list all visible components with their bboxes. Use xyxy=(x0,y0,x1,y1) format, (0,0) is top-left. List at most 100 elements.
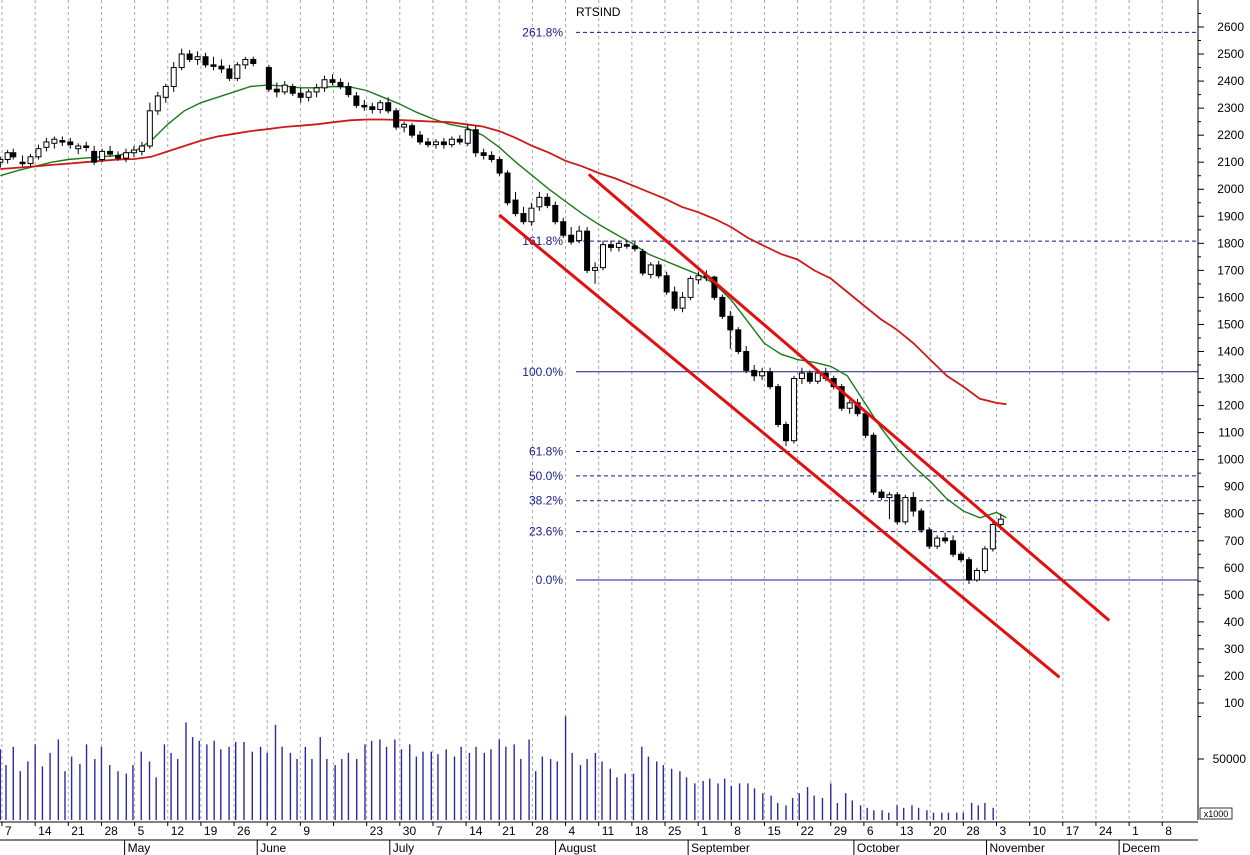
candle-body xyxy=(846,402,853,409)
candle-body xyxy=(679,296,686,309)
day-tick-label: 13 xyxy=(900,824,914,838)
candle-body xyxy=(417,134,424,143)
candle-body xyxy=(886,494,893,498)
price-tick-label: 100 xyxy=(1224,696,1244,710)
candle-body xyxy=(623,244,630,247)
candle-body xyxy=(902,496,909,523)
candle-body xyxy=(584,230,591,271)
candle-body xyxy=(345,85,352,96)
month-label: June xyxy=(260,841,286,855)
day-tick-label: 23 xyxy=(370,824,384,838)
day-tick-label: 1 xyxy=(701,824,708,838)
candle-body xyxy=(59,140,66,143)
price-tick-label: 2100 xyxy=(1217,155,1244,169)
day-tick-label: 28 xyxy=(104,824,118,838)
candle-body xyxy=(0,158,4,163)
day-tick-label: 9 xyxy=(303,824,310,838)
fib-level-label: 61.8% xyxy=(529,445,563,459)
day-tick-label: 29 xyxy=(834,824,848,838)
day-tick-label: 19 xyxy=(204,824,218,838)
price-tick-label: 1600 xyxy=(1217,290,1244,304)
candle-body xyxy=(202,56,209,66)
candle-body xyxy=(162,85,169,98)
candle-body xyxy=(83,145,90,148)
candle-body xyxy=(35,148,42,158)
day-tick-label: 20 xyxy=(933,824,947,838)
price-tick-label: 900 xyxy=(1224,480,1244,494)
candle-body xyxy=(950,540,957,555)
candle-body xyxy=(43,141,50,148)
candle-body xyxy=(647,264,654,275)
channel-trendline xyxy=(587,173,1111,622)
candle-body xyxy=(838,386,845,409)
price-tick-label: 1200 xyxy=(1217,399,1244,413)
month-label: November xyxy=(990,841,1045,855)
candle-body xyxy=(981,548,988,572)
day-tick-label: 8 xyxy=(1165,824,1172,838)
price-tick-label: 1300 xyxy=(1217,372,1244,386)
moving-average-line xyxy=(0,84,1007,519)
volume-unit-box xyxy=(1199,807,1233,820)
candle-body xyxy=(918,510,925,531)
candle-body xyxy=(146,110,153,147)
fib-level-label: 23.6% xyxy=(529,525,563,539)
candle-body xyxy=(130,149,137,154)
day-tick-label: 28 xyxy=(966,824,980,838)
trendlines xyxy=(498,173,1111,679)
day-tick-label: 14 xyxy=(469,824,483,838)
price-tick-label: 500 xyxy=(1224,588,1244,602)
candle-body xyxy=(273,88,280,93)
candle-body xyxy=(186,53,193,60)
month-label: October xyxy=(857,841,900,855)
price-tick-label: 2000 xyxy=(1217,182,1244,196)
candle-body xyxy=(997,518,1004,526)
day-tick-label: 3 xyxy=(1000,824,1007,838)
candle-body xyxy=(560,221,567,236)
candle-body xyxy=(313,87,320,93)
moving-average-line xyxy=(0,118,1007,406)
fib-level-label: 161.8% xyxy=(522,234,563,248)
candle-body xyxy=(361,104,368,108)
day-tick-label: 26 xyxy=(237,824,251,838)
month-label: Decem xyxy=(1122,841,1160,855)
candle-body xyxy=(576,230,583,242)
price-tick-label: 1700 xyxy=(1217,263,1244,277)
candle-body xyxy=(775,386,782,425)
candle-body xyxy=(409,125,416,136)
candle-body xyxy=(663,275,670,293)
chart-title: RTSIND xyxy=(576,5,621,19)
day-tick-label: 12 xyxy=(171,824,185,838)
day-tick-label: 10 xyxy=(1033,824,1047,838)
candle-body xyxy=(393,110,400,128)
price-tick-label: 1000 xyxy=(1217,453,1244,467)
candle-body xyxy=(965,559,972,581)
channel-trendline xyxy=(498,213,1061,679)
candle-body xyxy=(568,234,575,243)
candle-body xyxy=(480,152,487,156)
candle-body xyxy=(782,423,789,442)
fib-level-label: 38.2% xyxy=(529,494,563,508)
candle-body xyxy=(170,67,177,87)
candle-body xyxy=(615,242,622,248)
candle-body xyxy=(687,277,694,298)
candle-body xyxy=(99,150,106,160)
candle-body xyxy=(727,315,734,331)
volume-tick-label: 50000 xyxy=(1213,752,1247,766)
price-tick-label: 1400 xyxy=(1217,344,1244,358)
candle-body xyxy=(242,58,249,66)
fibonacci-levels: 261.8% 161.8% 100.0% 61.8% 50.0% 38.2% 23.6% 0.… xyxy=(522,25,1198,587)
fib-level-label: 50.0% xyxy=(529,469,563,483)
candle-body xyxy=(600,244,607,269)
candle-body xyxy=(806,372,813,382)
candle-body xyxy=(218,65,225,70)
candle-body xyxy=(226,68,233,79)
candle-body xyxy=(289,85,296,94)
candle-body xyxy=(973,570,980,581)
candle-body xyxy=(138,145,145,152)
day-tick-label: 7 xyxy=(5,824,12,838)
fib-level-label: 261.8% xyxy=(522,25,563,39)
day-tick-label: 18 xyxy=(635,824,649,838)
price-tick-label: 2500 xyxy=(1217,47,1244,61)
